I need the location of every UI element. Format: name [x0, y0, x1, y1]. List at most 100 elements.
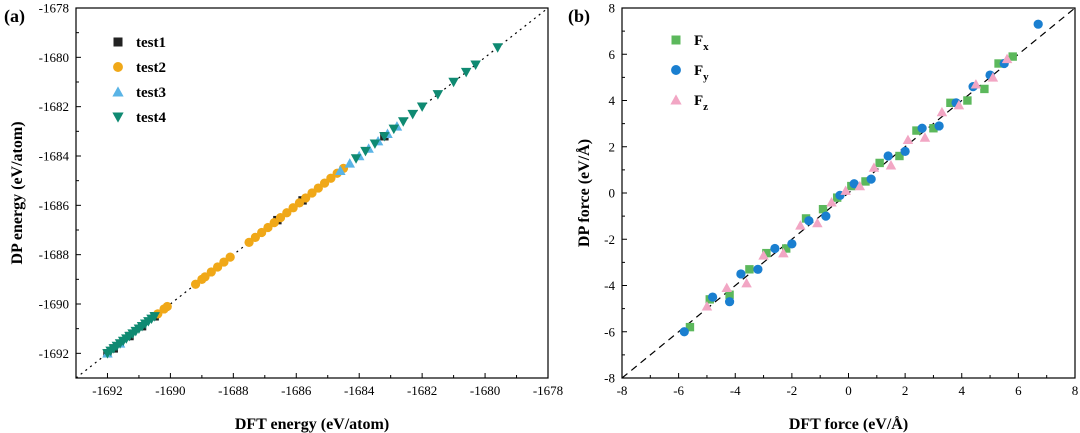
y-tick-label: -1678	[39, 1, 69, 16]
legend-subscript: y	[703, 71, 709, 83]
data-point	[407, 109, 418, 120]
data-point	[250, 232, 260, 243]
data-point	[912, 126, 921, 135]
data-point	[460, 67, 472, 78]
data-point	[946, 98, 955, 108]
series-2	[153, 163, 349, 319]
y-tick-label: 0	[609, 186, 616, 201]
y-tick-label: -1690	[39, 297, 69, 312]
y-tick-label: -2	[604, 232, 615, 247]
data-point	[190, 279, 201, 289]
data-point	[963, 96, 972, 105]
data-point	[953, 99, 965, 110]
legend-marker	[113, 62, 123, 72]
data-point	[900, 146, 910, 156]
data-point	[244, 237, 254, 247]
panel-b: -8 -6 -4 -2 0 2 4 6 8 -8 -6 -4 -2 0 2 4 6 8 DFT force (eV/…	[568, 1, 1078, 433]
legend-subscript: x	[703, 41, 709, 53]
data-point	[919, 132, 931, 142]
legend-marker	[671, 35, 681, 45]
data-point	[770, 243, 780, 254]
x-tick-label: 2	[902, 383, 909, 398]
legend-marker	[112, 86, 124, 97]
data-point	[721, 282, 733, 293]
x-tick-label: 4	[959, 383, 966, 398]
data-point	[301, 193, 311, 203]
legend-label: Fy	[694, 63, 709, 83]
y-tick-label: 8	[609, 1, 616, 16]
data-point	[936, 106, 948, 117]
data-point	[980, 84, 989, 94]
data-point	[294, 198, 305, 208]
data-point	[885, 160, 897, 170]
legend-marker	[112, 112, 124, 123]
y-tick-label: 2	[609, 139, 616, 154]
data-point	[787, 239, 797, 249]
data-point	[335, 165, 346, 175]
panel-a: -1692 -1690 -1688 -1686 -1684 -1682 -1680 -1678…	[4, 1, 563, 433]
data-point	[701, 301, 713, 311]
y-tick-label: -1688	[39, 247, 69, 262]
data-point	[745, 265, 754, 274]
x-tick-label: 6	[1015, 383, 1022, 398]
data-point	[1001, 53, 1013, 64]
series-2	[679, 19, 1043, 337]
legend-label: test1	[136, 35, 166, 51]
data-point	[263, 222, 273, 233]
x-tick-label: -1688	[218, 383, 248, 398]
data-point	[934, 121, 944, 131]
x-tick-label: 0	[845, 383, 852, 398]
data-point	[319, 178, 330, 188]
x-tick-label: 8	[1072, 383, 1079, 398]
data-point	[369, 139, 381, 149]
data-point	[994, 59, 1003, 68]
data-point	[269, 217, 279, 228]
data-point	[1033, 19, 1043, 29]
y-tick-label: -1680	[39, 50, 69, 65]
data-point	[778, 247, 789, 258]
legend-label: test2	[136, 60, 166, 76]
data-point	[326, 173, 336, 183]
data-point	[416, 102, 428, 112]
data-point	[282, 208, 292, 218]
data-point	[200, 272, 210, 282]
data-point	[206, 267, 216, 277]
data-point	[470, 60, 481, 70]
data-point	[741, 277, 752, 288]
data-point	[883, 151, 893, 161]
data-point	[313, 183, 323, 193]
data-point	[360, 146, 371, 157]
x-tick-label: -2	[786, 383, 797, 398]
data-point	[212, 262, 223, 272]
x-tick-label: -1682	[407, 383, 437, 398]
data-point	[826, 197, 837, 207]
data-point	[866, 174, 876, 184]
data-point	[917, 123, 927, 133]
x-tick-label: -1692	[92, 383, 122, 398]
data-point	[875, 158, 884, 168]
x-tick-label: -4	[730, 383, 741, 398]
y-axis-label: DP force (eV/Å)	[575, 139, 593, 247]
data-point	[398, 117, 409, 127]
data-point	[758, 250, 769, 260]
legend-subscript: z	[703, 101, 708, 113]
data-point	[1008, 52, 1017, 61]
data-point	[257, 227, 267, 238]
data-point	[379, 132, 390, 142]
y-tick-label: -6	[604, 324, 615, 339]
legend-label: test3	[136, 85, 166, 101]
data-point	[448, 77, 459, 88]
panel-label: (b)	[568, 6, 590, 27]
y-tick-label: -1684	[39, 149, 70, 164]
x-tick-label: -6	[673, 383, 684, 398]
data-point	[987, 72, 999, 82]
data-point	[929, 124, 938, 133]
legend-label: Fx	[694, 33, 709, 53]
data-point	[275, 213, 286, 223]
data-point	[219, 257, 229, 267]
x-tick-label: -1684	[344, 383, 375, 398]
data-point	[307, 188, 317, 198]
data-point	[804, 216, 814, 226]
data-point	[849, 179, 859, 189]
